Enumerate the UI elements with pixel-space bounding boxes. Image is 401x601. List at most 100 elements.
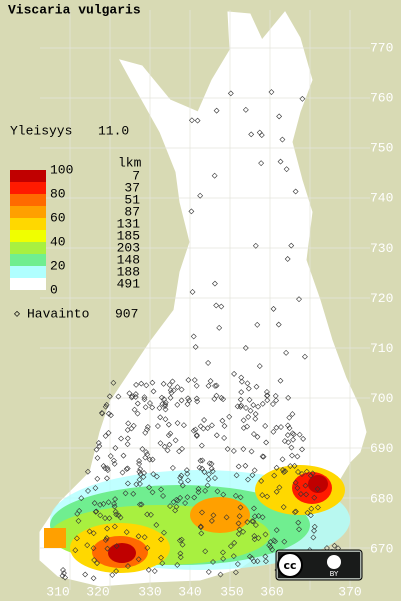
observation-symbol: ◇ [14, 310, 20, 321]
observation-marker [296, 296, 302, 303]
observation-marker [277, 158, 284, 165]
observation-marker [124, 465, 131, 472]
observation-marker [238, 374, 245, 381]
observation-marker [194, 398, 201, 405]
observation-marker [94, 455, 101, 461]
observation-marker [201, 469, 208, 475]
observation-marker [91, 557, 98, 563]
observation-marker [243, 405, 249, 411]
observation-marker [209, 422, 215, 429]
observation-marker [277, 377, 284, 384]
observation-marker [62, 574, 69, 581]
observation-marker [221, 435, 228, 441]
legend-swatch [10, 266, 46, 278]
observation-marker [263, 558, 269, 565]
observation-marker [258, 132, 265, 138]
legend-count: 203 [117, 240, 140, 255]
observation-marker [185, 395, 191, 402]
observation-marker [289, 411, 296, 418]
observation-marker [122, 490, 129, 497]
y-axis-label: 680 [370, 491, 393, 506]
observation-marker [167, 387, 174, 394]
legend-count: 87 [124, 204, 140, 219]
observation-marker [273, 424, 280, 431]
observation-marker [103, 401, 110, 408]
observation-marker [273, 464, 280, 471]
observation-marker [169, 464, 176, 471]
observation-marker [213, 392, 220, 399]
observation-marker [174, 384, 181, 390]
observation-marker [217, 571, 224, 578]
observation-marker [234, 561, 241, 567]
observation-marker [244, 423, 251, 430]
legend-swatch [10, 182, 46, 194]
legend-count: 491 [117, 276, 141, 291]
y-axis-label: 670 [370, 541, 393, 556]
x-axis-label: 330 [138, 584, 161, 599]
observation-marker [125, 563, 131, 570]
observation-marker [183, 467, 190, 474]
observation-marker [125, 420, 132, 427]
observation-marker [111, 503, 118, 510]
y-axis-label: 700 [370, 391, 393, 406]
frequency-label: Yleisyys [10, 123, 72, 138]
observation-marker [140, 474, 147, 480]
observation-marker [120, 452, 127, 459]
observation-marker [159, 560, 166, 567]
observation-marker [177, 474, 184, 481]
observation-marker [102, 433, 109, 439]
observation-marker [220, 396, 227, 403]
observation-marker [194, 117, 201, 124]
observation-marker [227, 90, 234, 97]
observation-marker [201, 417, 207, 423]
observation-marker [85, 487, 91, 494]
observation-label: Havainto [27, 306, 89, 321]
observation-marker [195, 485, 202, 492]
observation-marker [143, 382, 150, 389]
observation-marker [105, 430, 112, 436]
observation-marker [92, 508, 99, 515]
observation-marker [211, 396, 218, 402]
observation-marker [238, 402, 245, 409]
observation-marker [259, 400, 266, 407]
observation-marker [283, 166, 290, 173]
observation-marker [248, 555, 255, 562]
observation-marker [297, 491, 304, 497]
observation-marker [197, 524, 204, 531]
observation-marker [245, 414, 252, 420]
observation-marker [303, 491, 310, 498]
observation-marker [272, 538, 278, 545]
cc-icon: cc [283, 559, 296, 572]
observation-marker [104, 545, 111, 552]
observation-marker [273, 488, 280, 495]
observation-marker [237, 396, 244, 403]
observation-marker [240, 528, 247, 535]
observation-marker [144, 511, 151, 518]
observation-marker [311, 527, 317, 534]
observation-marker [249, 472, 256, 479]
observation-marker [154, 423, 161, 429]
legend-swatch [10, 242, 46, 254]
observation-marker [289, 452, 295, 459]
observation-marker [219, 417, 226, 424]
observation-marker [210, 512, 217, 519]
legend-count: 148 [117, 252, 140, 267]
observation-marker [112, 508, 119, 515]
observation-marker [141, 396, 148, 403]
observation-marker [132, 391, 139, 398]
observation-marker [213, 302, 220, 309]
observation-marker [147, 511, 154, 518]
observation-marker [104, 525, 111, 532]
observation-marker [192, 344, 199, 350]
observation-marker [167, 394, 174, 401]
observation-marker [196, 464, 203, 471]
observation-marker [195, 489, 202, 496]
observation-marker [138, 501, 145, 508]
legend-swatch [10, 170, 46, 182]
observation-marker [223, 514, 230, 521]
observation-marker [259, 453, 266, 460]
observation-marker [182, 500, 189, 506]
legend-scale-label: 60 [50, 210, 66, 225]
observation-marker [147, 400, 153, 407]
observation-marker [105, 410, 112, 417]
